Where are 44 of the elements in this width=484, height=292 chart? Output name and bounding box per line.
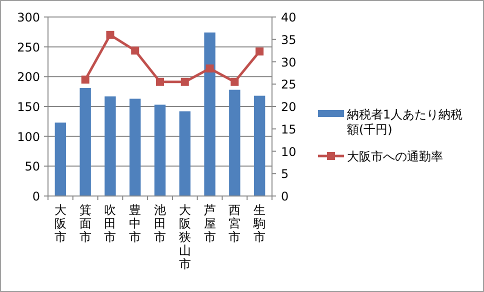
x-tick-label: 箕面市 (79, 203, 92, 244)
bar (179, 111, 190, 196)
bar (204, 32, 216, 196)
x-tick-label: 大阪市 (54, 203, 66, 244)
y-tick-label: 100 (17, 130, 40, 144)
legend-label: 大阪市への通勤率 (347, 150, 443, 164)
bar (229, 90, 240, 196)
y2-tick-label: 25 (281, 78, 296, 92)
x-tick-label: 豊中市 (129, 203, 142, 244)
y2-tick-label: 30 (281, 55, 296, 70)
y-tick-label: 150 (17, 100, 40, 114)
point (81, 76, 90, 84)
y-tick-label: 0 (32, 190, 40, 204)
point (180, 78, 189, 86)
legend-label: 納税者1人あたり納税額(千円) (347, 108, 463, 136)
x-tick-label: 生駒市 (252, 203, 266, 244)
x-tick-label: 吹田市 (104, 203, 116, 244)
bar (130, 98, 141, 196)
x-tick-label: 西宮市 (228, 203, 241, 244)
point (131, 46, 140, 55)
y2-tick-label: 5 (281, 167, 289, 182)
bar (154, 104, 166, 196)
point (256, 47, 264, 56)
y2-tick-label: 20 (281, 100, 296, 114)
bar (254, 96, 266, 196)
y-tick-label: 300 (17, 10, 40, 24)
y-tick-label: 50 (24, 160, 40, 174)
point (156, 78, 164, 86)
point (106, 30, 114, 39)
bar (80, 88, 91, 196)
bar (104, 96, 116, 196)
point (206, 64, 214, 72)
y2-tick-label: 35 (281, 32, 296, 47)
y-tick-label: 200 (17, 70, 40, 84)
y2-tick-label: 40 (281, 10, 296, 24)
x-tick-label: 芦屋市 (204, 203, 216, 244)
bar (54, 122, 66, 196)
point (230, 78, 239, 86)
y2-tick-label: 10 (281, 144, 296, 159)
y2-tick-label: 0 (281, 190, 289, 204)
x-tick-label: 大阪狭山市 (178, 203, 191, 271)
x-tick-label: 池田市 (154, 203, 166, 244)
y-tick-label: 250 (17, 40, 40, 54)
y2-tick-label: 15 (281, 122, 296, 136)
